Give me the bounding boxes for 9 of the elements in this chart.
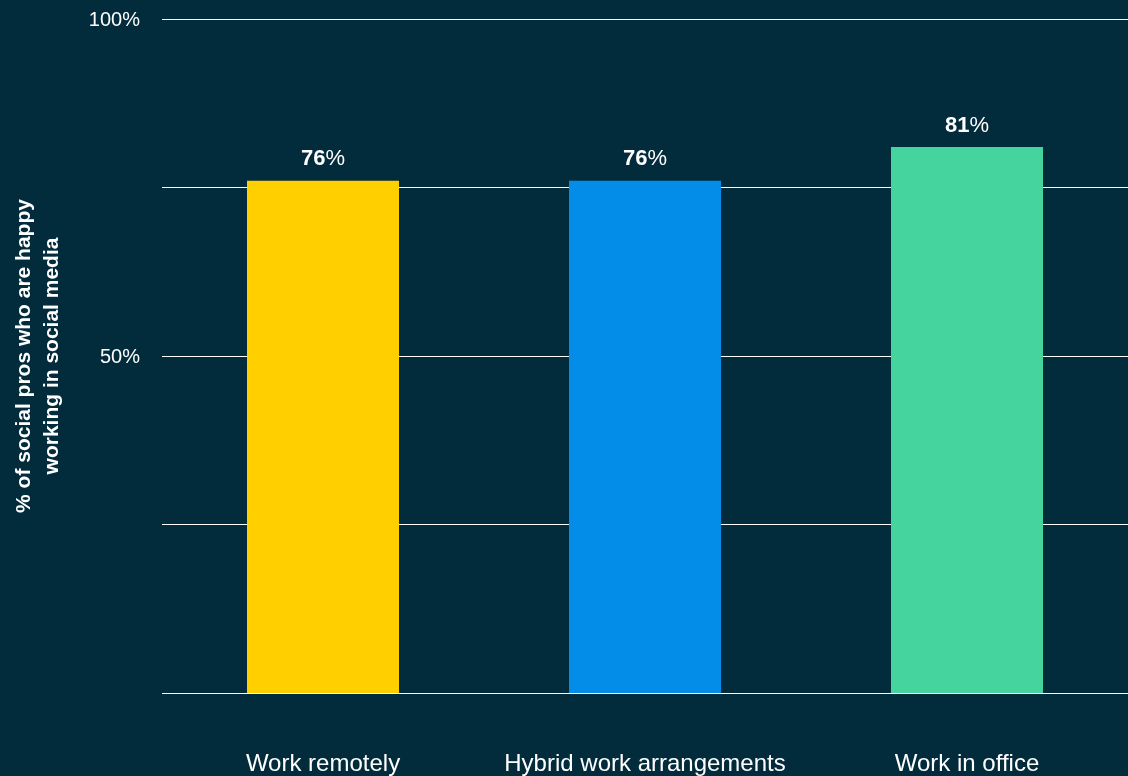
x-tick-label: Work in office — [894, 748, 1040, 776]
x-tick-label: Work remotely — [245, 748, 401, 776]
y-axis-title: % of social pros who are happy working in social media — [10, 198, 62, 513]
y-tick-label: 50% — [99, 345, 141, 367]
data-label: 76% — [300, 145, 346, 171]
x-tick-label: Hybrid work arrangements — [504, 748, 786, 776]
data-label: 76% — [622, 145, 668, 171]
data-label: 81% — [944, 111, 990, 137]
y-tick-label: 100% — [88, 8, 141, 30]
